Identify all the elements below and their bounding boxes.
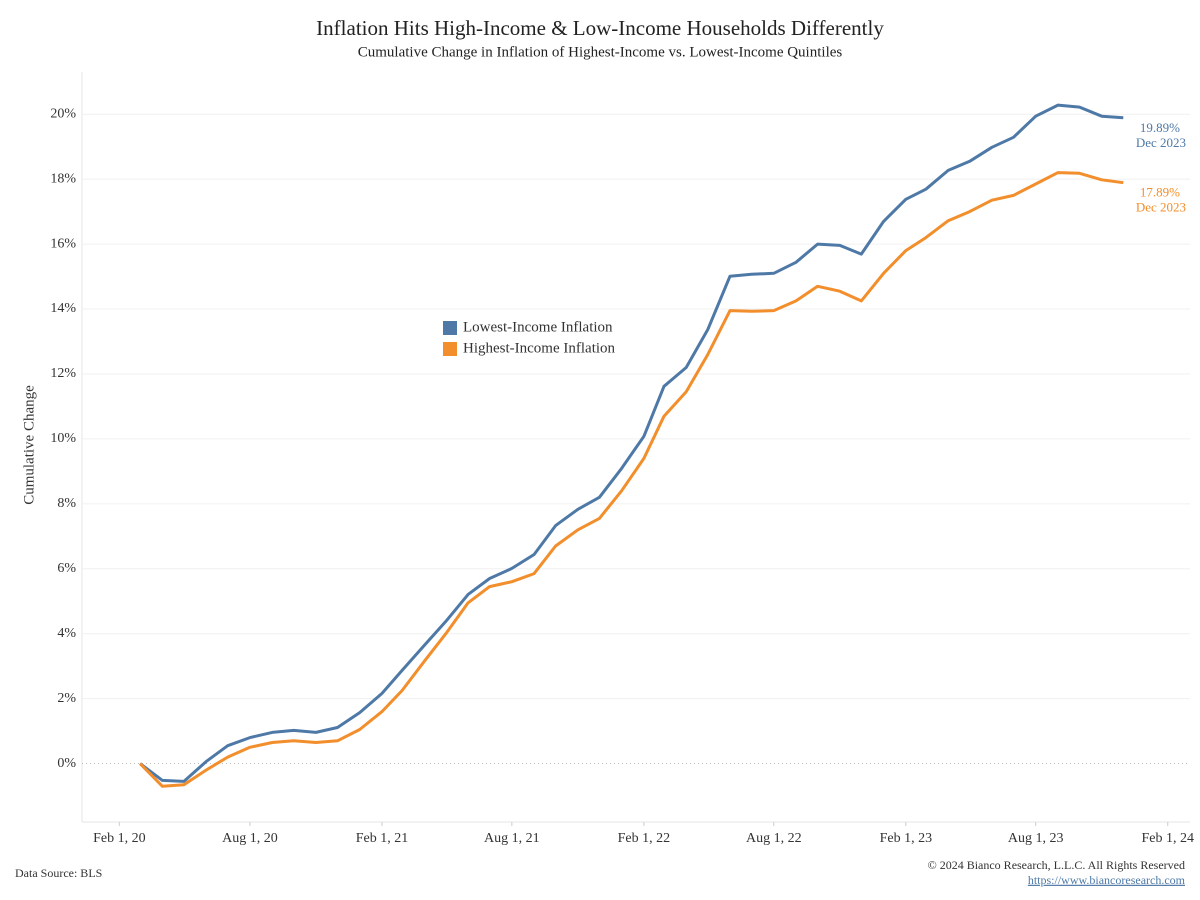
x-tick-label: Feb 1, 22 [618, 831, 671, 846]
y-tick-label: 4% [57, 626, 76, 641]
end-date: Dec 2023 [1136, 135, 1186, 150]
line [139, 171, 1124, 788]
legend-swatch [443, 321, 457, 335]
end-label: 19.89% [1140, 120, 1180, 135]
chart-subtitle: Cumulative Change in Inflation of Highes… [358, 44, 843, 60]
y-tick-label: 14% [50, 301, 76, 316]
y-tick-label: 8% [57, 496, 76, 511]
y-tick-label: 6% [57, 561, 76, 576]
y-tick-label: 2% [57, 691, 76, 706]
x-tick-label: Feb 1, 20 [93, 831, 146, 846]
source: Data Source: BLS [15, 866, 102, 880]
link[interactable]: https://www.biancoresearch.com [1028, 873, 1186, 887]
y-tick-label: 0% [57, 756, 76, 771]
end-date: Dec 2023 [1136, 200, 1186, 215]
chart-title: Inflation Hits High-Income & Low-Income … [316, 16, 884, 40]
copyright: © 2024 Bianco Research, L.L.C. All Right… [928, 858, 1185, 872]
legend-swatch [443, 342, 457, 356]
x-tick-label: Aug 1, 20 [222, 831, 278, 846]
x-tick-label: Feb 1, 23 [880, 831, 933, 846]
x-tick-label: Aug 1, 22 [746, 831, 802, 846]
x-tick-label: Feb 1, 21 [356, 831, 409, 846]
y-tick-label: 10% [50, 431, 76, 446]
line [139, 103, 1124, 783]
x-tick-label: Feb 1, 24 [1142, 831, 1195, 846]
x-tick-label: Aug 1, 23 [1008, 831, 1064, 846]
legend-label: Lowest-Income Inflation [463, 319, 613, 335]
y-tick-label: 12% [50, 366, 76, 381]
y-axis-label: Cumulative Change [21, 385, 37, 505]
y-tick-label: 20% [50, 106, 76, 121]
y-tick-label: 18% [50, 171, 76, 186]
y-tick-label: 16% [50, 236, 76, 251]
legend-label: Highest-Income Inflation [463, 340, 616, 356]
x-tick-label: Aug 1, 21 [484, 831, 540, 846]
end-label: 17.89% [1140, 185, 1180, 200]
